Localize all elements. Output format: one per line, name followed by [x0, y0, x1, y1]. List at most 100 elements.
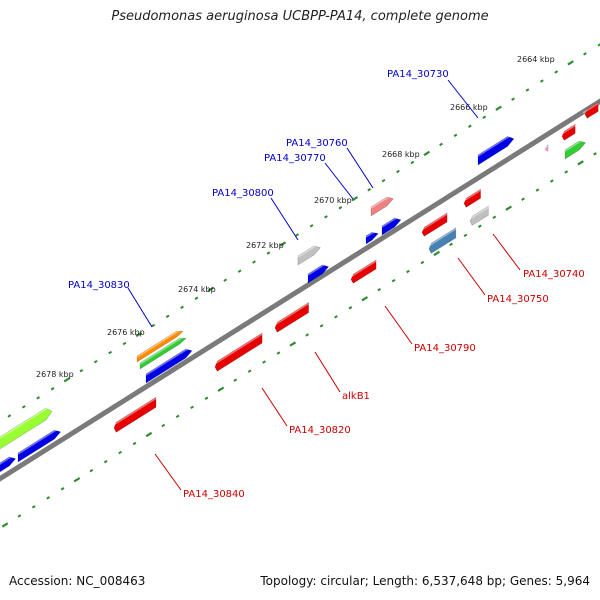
- gene-pa14-30770-a-highlight: [365, 229, 377, 238]
- tick-label: 2668 kbp: [382, 150, 420, 159]
- tick-mark: [439, 142, 443, 147]
- tick-mark: [165, 314, 170, 319]
- gene-pa14-30800-a-highlight: [297, 243, 319, 258]
- tick-mark: [361, 296, 369, 302]
- gene-pa14-30750-red: [421, 212, 448, 237]
- tick-mark: [89, 468, 94, 473]
- gene-lime-left-highlight: [0, 405, 51, 439]
- leader-line: [457, 257, 486, 296]
- tick-mark: [247, 369, 252, 373]
- gene-pa14-30730: [477, 136, 515, 166]
- tick-mark: [79, 368, 84, 373]
- tick-mark: [93, 359, 98, 364]
- gene-pa14-30750-steel-highlight: [426, 228, 457, 248]
- gene-pa14-30830-blue-highlight: [145, 346, 191, 376]
- tick-mark: [1, 522, 9, 528]
- tick-mark: [252, 260, 256, 264]
- tick-mark: [151, 323, 156, 328]
- gene-pa14-30830-orange-highlight: [136, 328, 182, 358]
- tick-label: 2664 kbp: [517, 55, 555, 64]
- tick-mark: [577, 160, 584, 166]
- gene-pa14-30730-highlight: [477, 134, 513, 157]
- tick-mark: [381, 178, 386, 183]
- tick-mark: [122, 341, 127, 346]
- tick-mark: [319, 324, 324, 328]
- tick-mark: [118, 450, 123, 455]
- tick-mark: [180, 305, 184, 310]
- gene-forward-left-2: [0, 456, 17, 473]
- gene-label-alkb1: alkB1: [342, 391, 370, 402]
- tick-mark: [549, 179, 554, 183]
- gene-pa14-30740-grey-highlight: [467, 206, 489, 221]
- gene-label-pa14-30800: PA14_30800: [212, 188, 274, 199]
- leader-line: [324, 162, 354, 200]
- tick-mark: [21, 405, 26, 409]
- tick-mark: [223, 278, 228, 282]
- tick-mark: [554, 70, 559, 74]
- label-leaders: [127, 79, 521, 491]
- gene-pa14-30840: [113, 396, 157, 433]
- tick-labels: 2664 kbp 2666 kbp 2668 kbp 2670 kbp 2672…: [36, 55, 555, 379]
- gene-pa14-30830-green: [139, 337, 187, 370]
- gene-reverse-top-right-2: [584, 101, 599, 119]
- tick-mark: [63, 377, 71, 383]
- gene-green-top-right: [564, 140, 587, 160]
- gene-pa14-30770-b: [381, 217, 402, 236]
- gene-pa14-30800-b: [307, 264, 330, 284]
- tick-mark: [31, 505, 36, 509]
- tick-mark: [511, 97, 515, 101]
- gene-pa14-30760-highlight: [370, 194, 392, 209]
- tick-label: 2674 kbp: [178, 285, 216, 294]
- tick-label: 2666 kbp: [450, 103, 488, 112]
- gene-labels: PA14_30730 PA14_30760 PA14_30770 PA14_30…: [68, 69, 585, 500]
- gene-pa14-30800-b-highlight: [307, 262, 328, 276]
- tick-mark: [175, 414, 180, 419]
- tick-mark: [50, 387, 55, 391]
- tick-mark: [351, 196, 359, 202]
- tick-mark: [564, 170, 569, 174]
- tick-mark: [420, 260, 425, 265]
- gene-alkb1-highlight: [272, 303, 309, 327]
- tick-mark: [161, 423, 166, 428]
- tick-mark: [217, 386, 225, 392]
- gene-pa14-30820: [214, 332, 263, 372]
- gene-label-pa14-30730: PA14_30730: [387, 69, 449, 80]
- tick-mark: [410, 160, 415, 165]
- tick-mark: [266, 251, 271, 255]
- tick-mark: [396, 169, 400, 174]
- tick-mark: [334, 315, 338, 319]
- leader-line: [314, 351, 341, 393]
- gene-forward-left-2-highlight: [0, 454, 15, 465]
- accession-text: Accession: NC_008463: [9, 574, 146, 588]
- gene-pa14-30830-orange: [136, 330, 184, 363]
- tick-mark: [492, 215, 497, 219]
- tick-mark: [145, 431, 153, 438]
- gene-pa14-30840-highlight: [111, 397, 157, 427]
- tick-mark: [539, 79, 544, 83]
- tick-mark: [7, 414, 12, 418]
- gene-reverse-top-right: [561, 123, 576, 141]
- tick-mark: [406, 269, 410, 274]
- tick-mark: [237, 269, 242, 273]
- gene-pa14-30740-red: [463, 188, 481, 208]
- tick-mark: [449, 242, 453, 247]
- tick-mark: [135, 331, 143, 338]
- tick-label: 2670 kbp: [314, 196, 352, 205]
- gene-label-pa14-30820: PA14_30820: [289, 425, 351, 436]
- gene-label-pa14-30790: PA14_30790: [414, 343, 476, 354]
- tick-mark: [505, 205, 512, 211]
- gene-lime-left: [0, 407, 53, 450]
- gene-pa14-30820-highlight: [212, 333, 263, 366]
- leader-line: [127, 287, 153, 328]
- gene-alkb1: [274, 302, 309, 333]
- gene-green-top-right-highlight: [564, 138, 585, 152]
- tick-label: 2678 kbp: [36, 370, 74, 379]
- tick-mark: [338, 206, 343, 210]
- gene-label-pa14-30830: PA14_30830: [68, 280, 130, 291]
- outer-tick-ring: [7, 43, 600, 418]
- genome-summary-text: Topology: circular; Length: 6,537,648 bp…: [260, 574, 590, 588]
- gene-pa14-30750-red-highlight: [419, 213, 448, 232]
- gene-reverse-top-right-highlight: [559, 124, 576, 136]
- tick-label: 2676 kbp: [107, 328, 145, 337]
- leader-line: [346, 147, 374, 189]
